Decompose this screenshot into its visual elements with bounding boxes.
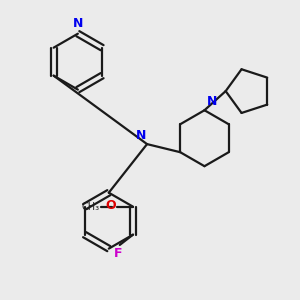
Text: N: N [135,129,146,142]
Text: F: F [114,247,122,260]
Text: O: O [106,199,116,212]
Text: N: N [73,17,83,30]
Text: CH₃: CH₃ [81,202,99,212]
Text: N: N [207,95,217,108]
